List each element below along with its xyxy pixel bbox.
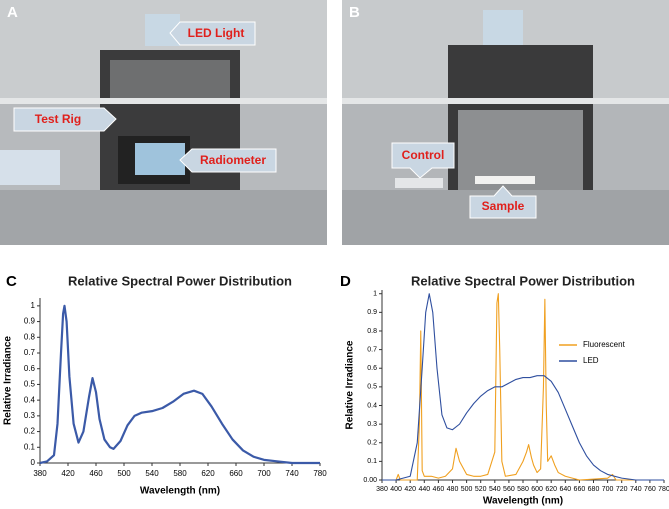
y-tick-label: 0.2 [367,440,377,447]
y-axis-label: Relative Irradiance [345,340,356,429]
x-tick-label: 760 [644,486,656,493]
y-tick-label: 0.00 [363,477,377,484]
x-tick-label: 780 [658,486,669,493]
x-tick-label: 580 [173,469,187,478]
chart-title: Relative Spectral Power Distribution [68,273,292,288]
x-tick-label: 420 [61,469,75,478]
y-tick-label: 1 [373,291,377,298]
y-tick-label: 0.6 [24,364,36,373]
y-tick-label: 0 [31,458,36,467]
x-tick-label: 640 [559,486,571,493]
y-tick-label: 0.5 [24,380,36,389]
x-tick-label: 500 [461,486,473,493]
x-tick-label: 520 [475,486,487,493]
x-tick-label: 400 [390,486,402,493]
x-tick-label: 740 [285,469,299,478]
x-tick-label: 780 [313,469,327,478]
panel-label: D [340,273,351,290]
x-tick-label: 620 [201,469,215,478]
x-tick-label: 500 [117,469,131,478]
y-tick-label: 0.8 [367,328,377,335]
x-tick-label: 600 [531,486,543,493]
y-tick-label: 0.1 [367,458,377,465]
panel-label: C [6,273,17,290]
y-tick-label: 0.3 [367,421,377,428]
x-tick-label: 660 [229,469,243,478]
x-axis-label: Wavelength (nm) [483,496,563,507]
x-tick-label: 540 [489,486,501,493]
y-tick-label: 0.8 [24,332,36,341]
y-tick-label: 0.9 [367,309,377,316]
y-tick-label: 0.4 [367,402,377,409]
x-tick-label: 480 [447,486,459,493]
x-tick-label: 460 [433,486,445,493]
y-tick-label: 0.9 [24,317,36,326]
y-tick-label: 0.5 [367,384,377,391]
photo-label: Radiometer [200,153,266,167]
data-line [39,304,320,465]
y-tick-label: 0.6 [367,365,377,372]
x-tick-label: 380 [376,486,388,493]
x-axis-label: Wavelength (nm) [140,486,220,497]
x-tick-label: 740 [630,486,642,493]
x-tick-label: 420 [404,486,416,493]
photo-a: LED Light Test Rig Radiometer A [0,0,327,245]
y-axis-label: Relative Irradiance [3,336,14,425]
data-line [382,293,664,481]
photo-b: Control Sample B [342,0,669,245]
y-tick-label: 0.1 [24,442,36,451]
x-tick-label: 720 [616,486,628,493]
y-tick-label: 0.4 [24,395,36,404]
panel-label: A [7,4,18,21]
y-tick-label: 0.7 [367,346,377,353]
y-tick-label: 0.7 [24,348,36,357]
x-tick-label: 680 [588,486,600,493]
photo-label: Control [402,148,445,162]
panel-label: B [349,4,360,21]
x-tick-label: 580 [517,486,529,493]
legend-label: LED [583,356,599,365]
legend-label: Fluorescent [583,340,626,349]
photo-label: Test Rig [35,112,81,126]
x-tick-label: 620 [545,486,557,493]
y-tick-label: 1 [31,301,36,310]
chart-title: Relative Spectral Power Distribution [411,273,635,288]
photo-label: Sample [482,199,525,213]
x-tick-label: 540 [145,469,159,478]
x-tick-label: 380 [33,469,47,478]
x-tick-label: 700 [602,486,614,493]
x-tick-label: 440 [418,486,430,493]
x-tick-label: 460 [89,469,103,478]
x-tick-label: 560 [503,486,515,493]
x-tick-label: 700 [257,469,271,478]
photo-label: LED Light [188,26,245,40]
y-tick-label: 0.3 [24,411,36,420]
data-line [382,293,664,481]
x-tick-label: 660 [574,486,586,493]
y-tick-label: 0.2 [24,427,36,436]
